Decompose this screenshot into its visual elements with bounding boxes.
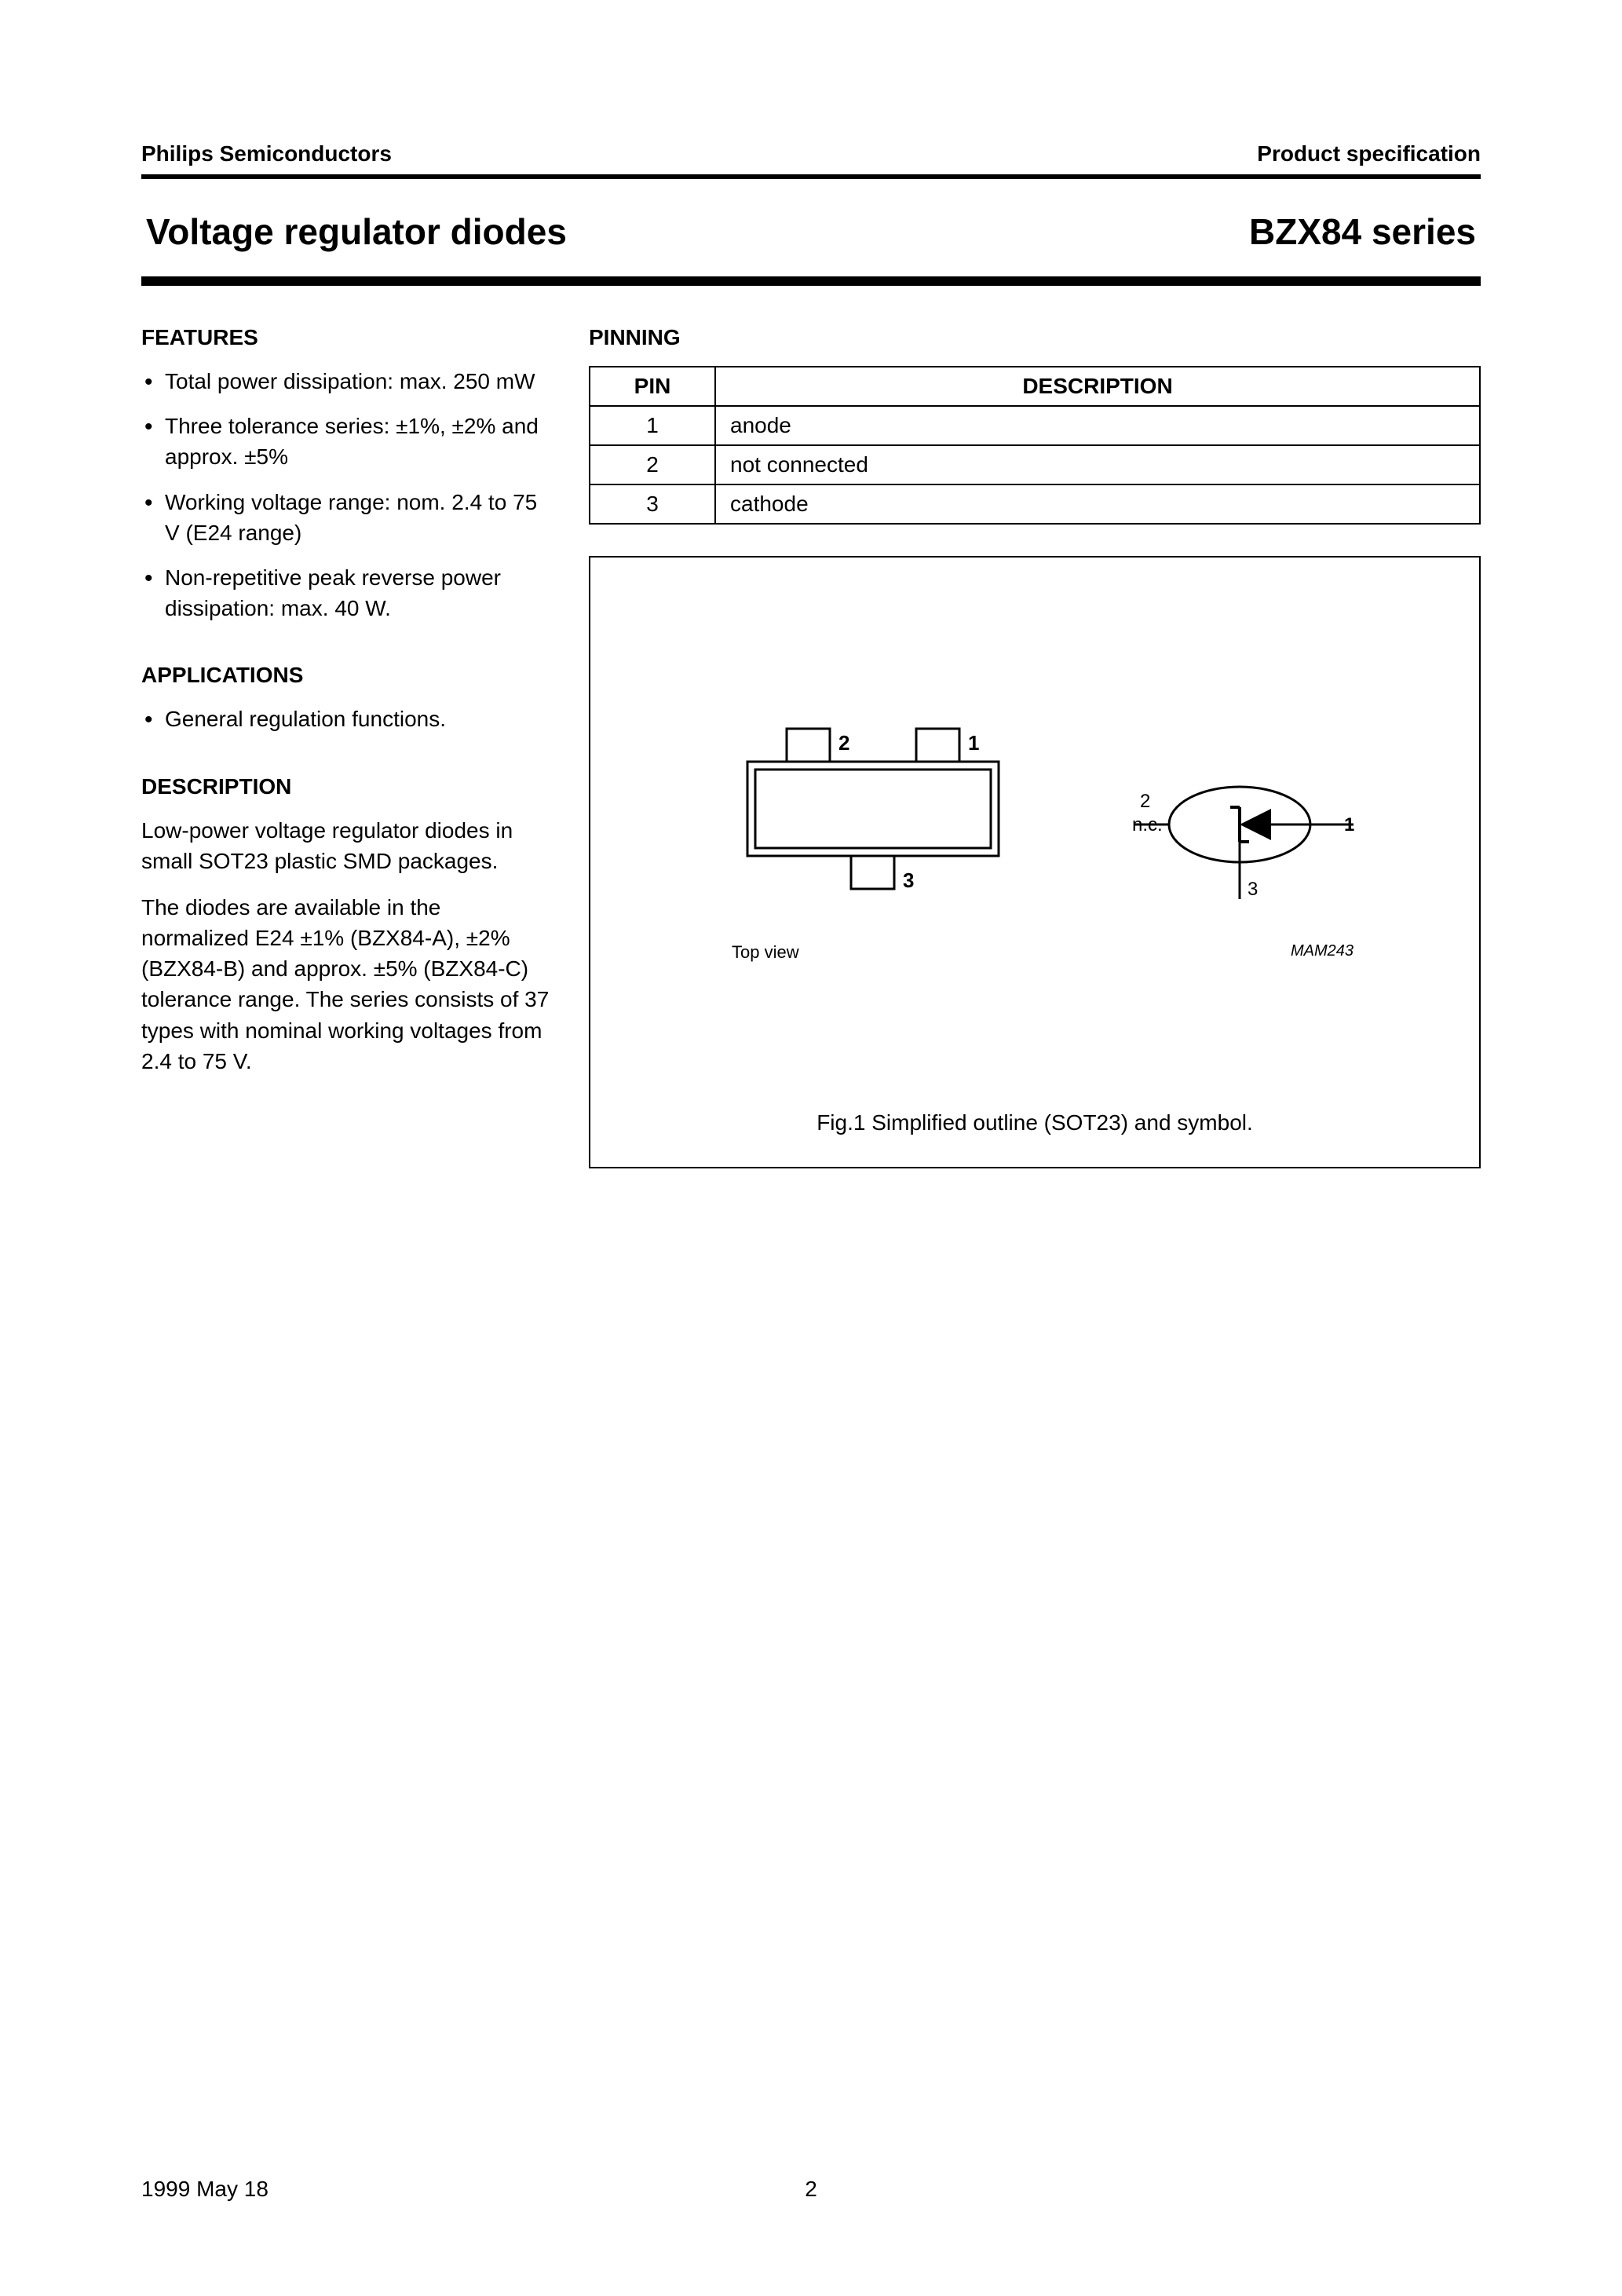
pin-table: PIN DESCRIPTION 1 anode 2 not connected …	[589, 366, 1481, 525]
schem-pin2-num: 2	[1140, 791, 1150, 812]
figure-box: 2 1 3 2 n.c.	[589, 556, 1481, 1168]
footer-date: 1999 May 18	[141, 2177, 269, 2202]
features-list: Total power dissipation: max. 250 mW Thr…	[141, 366, 550, 623]
description-para1: Low-power voltage regulator diodes in sm…	[141, 815, 550, 876]
topview-label: Top view	[732, 942, 799, 963]
schematic-symbol: 2 n.c. 1 3	[1118, 770, 1369, 919]
col-desc: DESCRIPTION	[715, 367, 1480, 406]
table-row: 2 not connected	[590, 445, 1480, 484]
mam-code: MAM243	[1291, 942, 1353, 960]
feature-item: Working voltage range: nom. 2.4 to 75 V …	[141, 487, 550, 548]
pinning-heading: PINNING	[589, 325, 1481, 350]
page-title-right: BZX84 series	[1249, 210, 1476, 253]
pin3-label: 3	[903, 868, 914, 892]
description-para2: The diodes are available in the normaliz…	[141, 892, 550, 1077]
schem-pin3-num: 3	[1248, 879, 1258, 900]
header-rule-thin	[141, 174, 1481, 179]
table-row: 1 anode	[590, 406, 1480, 445]
header-rule-thick	[141, 276, 1481, 286]
applications-list: General regulation functions.	[141, 704, 550, 734]
footer-pagenum: 2	[805, 2177, 817, 2202]
figure-caption: Fig.1 Simplified outline (SOT23) and sym…	[590, 1110, 1479, 1135]
left-column: FEATURES Total power dissipation: max. 2…	[141, 325, 550, 1168]
application-item: General regulation functions.	[141, 704, 550, 734]
sot23-outline: 2 1 3	[716, 707, 1030, 942]
pin-desc: cathode	[715, 484, 1480, 524]
features-heading: FEATURES	[141, 325, 550, 350]
header-doctype: Product specification	[1257, 141, 1481, 166]
page-title-left: Voltage regulator diodes	[146, 210, 567, 253]
feature-item: Total power dissipation: max. 250 mW	[141, 366, 550, 397]
pin1-label: 1	[968, 731, 979, 755]
page-footer: 1999 May 18 2	[141, 2177, 1481, 2202]
pin-num: 2	[590, 445, 715, 484]
feature-item: Three tolerance series: ±1%, ±2% and app…	[141, 411, 550, 472]
schem-pin1-num: 1	[1344, 814, 1354, 835]
schem-pin2-nc: n.c.	[1132, 814, 1163, 835]
applications-heading: APPLICATIONS	[141, 663, 550, 688]
feature-item: Non-repetitive peak reverse power dissip…	[141, 562, 550, 623]
table-header-row: PIN DESCRIPTION	[590, 367, 1480, 406]
header-company: Philips Semiconductors	[141, 141, 392, 166]
pin-desc: not connected	[715, 445, 1480, 484]
col-pin: PIN	[590, 367, 715, 406]
table-row: 3 cathode	[590, 484, 1480, 524]
pin-num: 1	[590, 406, 715, 445]
pin-desc: anode	[715, 406, 1480, 445]
pin2-label: 2	[838, 731, 849, 755]
description-heading: DESCRIPTION	[141, 774, 550, 799]
pin-num: 3	[590, 484, 715, 524]
right-column: PINNING PIN DESCRIPTION 1 anode 2 not c	[589, 325, 1481, 1168]
